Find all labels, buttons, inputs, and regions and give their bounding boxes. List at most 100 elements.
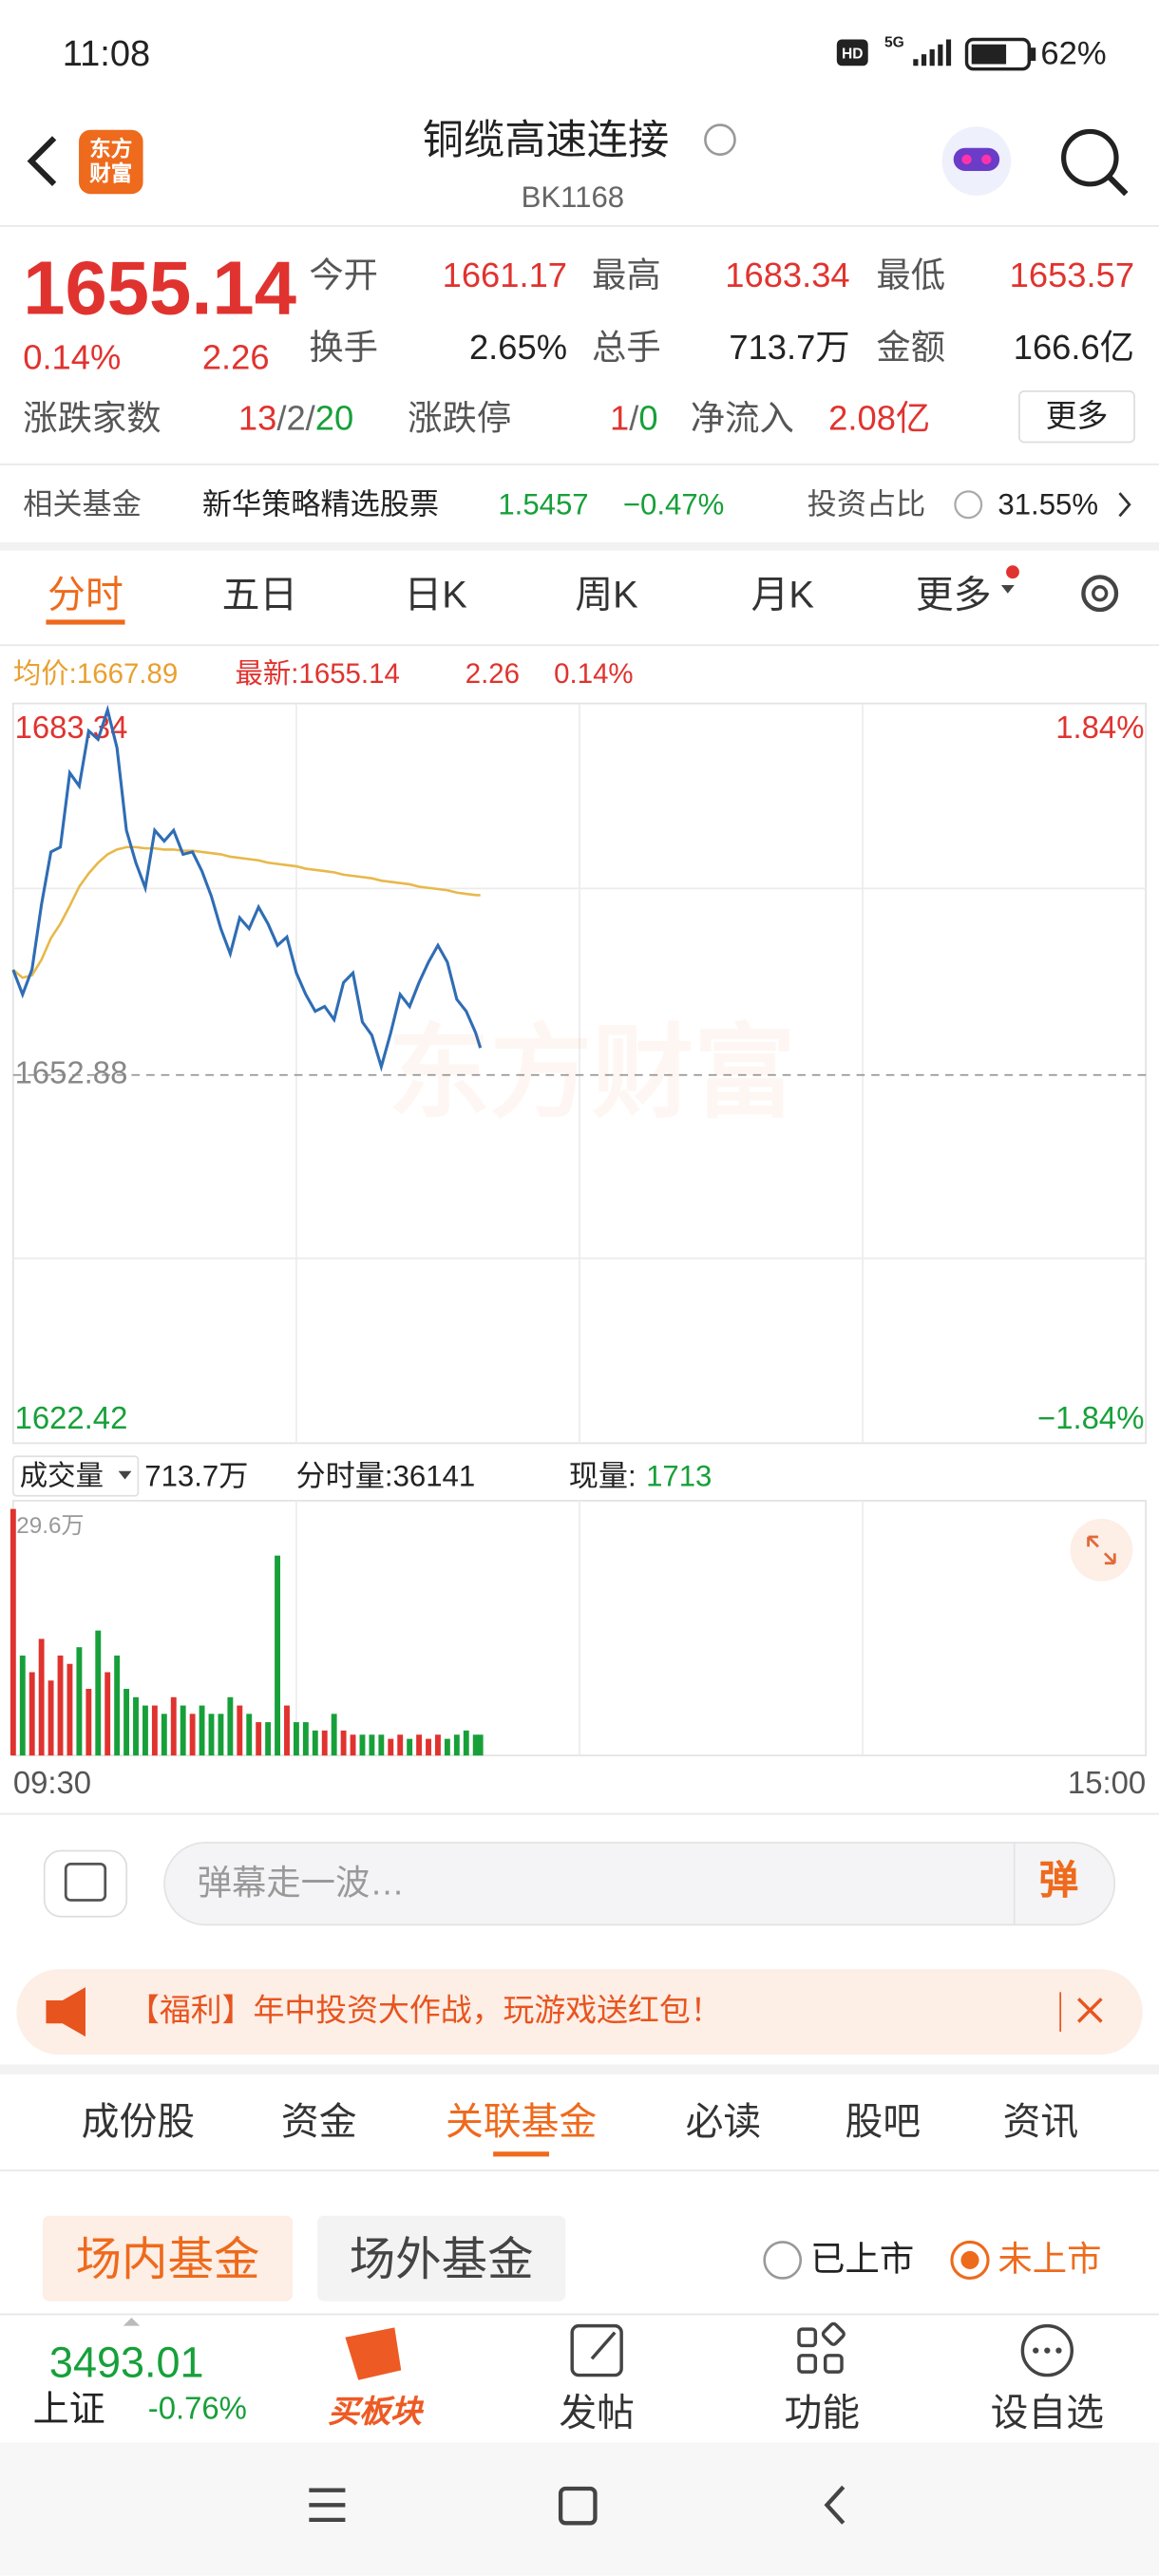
- field-label: 最高: [591, 256, 661, 295]
- battery: 62%: [1040, 36, 1107, 73]
- field-label: 换手: [309, 329, 379, 368]
- divider: [0, 464, 1159, 465]
- separator: /: [276, 400, 287, 439]
- volume-total: 713.7万: [144, 1459, 249, 1493]
- nav-item[interactable]: 设自选: [990, 2391, 1105, 2434]
- limit: 1/0: [610, 402, 658, 436]
- volume-bar: [265, 1722, 272, 1756]
- volume-bar: [151, 1705, 158, 1756]
- index-change[interactable]: -0.76%: [147, 2392, 247, 2428]
- volume-bar: [124, 1689, 130, 1756]
- latest-change: 2.26: [465, 658, 521, 690]
- chart-tab[interactable]: 分时: [48, 573, 124, 616]
- fund-name[interactable]: 新华策略精选股票: [201, 487, 440, 521]
- change-pct: 0.14%: [23, 339, 122, 378]
- clock: 11:08: [62, 32, 151, 74]
- volume-bar: [237, 1705, 243, 1756]
- radio[interactable]: [950, 2240, 990, 2281]
- section-tab[interactable]: 成份股: [81, 2099, 196, 2143]
- y-tick-label: 1652.88: [15, 1054, 128, 1089]
- volume-bar: [331, 1714, 337, 1756]
- chart-tab[interactable]: 更多: [915, 573, 992, 616]
- volume-bar: [444, 1738, 450, 1756]
- app-logo: [79, 129, 143, 195]
- section-tab[interactable]: 必读: [685, 2099, 762, 2143]
- listed-label[interactable]: 已上市: [810, 2241, 915, 2280]
- field-value: 1661.17: [442, 256, 568, 295]
- volume-bar: [416, 1734, 423, 1756]
- volume-bar: [321, 1730, 328, 1756]
- index-value[interactable]: 3493.01: [48, 2337, 204, 2387]
- watermark: 东方财富: [388, 1017, 796, 1131]
- nav-item[interactable]: 买板块: [328, 2396, 422, 2431]
- volume-label[interactable]: 成交量: [19, 1460, 104, 1492]
- volume-bar: [189, 1714, 196, 1756]
- volume-bar: [312, 1730, 318, 1756]
- back-icon[interactable]: [27, 136, 57, 186]
- now-label: 现量:: [568, 1459, 636, 1493]
- volume-bar: [472, 1734, 479, 1756]
- field-value: 1653.57: [1009, 256, 1135, 295]
- volume-bar: [378, 1734, 385, 1756]
- danmaku-button[interactable]: 弹: [1038, 1859, 1079, 1904]
- unlisted-label[interactable]: 未上市: [998, 2241, 1102, 2280]
- danmaku-icon[interactable]: [43, 1849, 128, 1918]
- tick-volume: 分时量:36141: [295, 1459, 476, 1493]
- more-label[interactable]: 更多: [1045, 400, 1109, 435]
- y-tick-label: 29.6万: [16, 1513, 84, 1539]
- volume-bar: [170, 1696, 177, 1756]
- volume-bar: [246, 1714, 253, 1756]
- offsite-label[interactable]: 场外基金: [349, 2233, 534, 2285]
- fund-label: 相关基金: [23, 487, 142, 521]
- section-tab[interactable]: 股吧: [845, 2099, 922, 2143]
- banner-text[interactable]: 【福利】年中投资大作战，玩游戏送红包！: [127, 1994, 722, 2030]
- x-tick-label: 15:00: [1068, 1765, 1146, 1800]
- volume-bar: [66, 1663, 73, 1756]
- nav-item[interactable]: 发帖: [559, 2391, 635, 2434]
- search-icon[interactable]: [1061, 128, 1119, 187]
- settings-icon[interactable]: [1081, 575, 1119, 613]
- danmaku-placeholder[interactable]: 弹幕走一波…: [197, 1865, 405, 1904]
- fund-change: −0.47%: [622, 487, 725, 521]
- nav-item[interactable]: 功能: [784, 2391, 861, 2434]
- volume-bar: [477, 1734, 484, 1756]
- volume-bar: [397, 1734, 404, 1756]
- price-line: [11, 704, 483, 1072]
- section-tab[interactable]: 资金: [280, 2099, 357, 2143]
- hd-badge: HD: [842, 45, 864, 62]
- radio[interactable]: [763, 2241, 803, 2280]
- danmaku-input[interactable]: [163, 1842, 1116, 1926]
- volume-bar: [284, 1705, 290, 1756]
- volume-bar: [208, 1714, 215, 1756]
- more-button[interactable]: [1018, 389, 1135, 444]
- chart-tab[interactable]: 月K: [750, 573, 814, 616]
- chart-tab[interactable]: 五日: [221, 573, 298, 616]
- chart-tab[interactable]: 日K: [404, 573, 467, 616]
- count: 1: [610, 400, 630, 439]
- volume-bar: [133, 1696, 139, 1756]
- field-value: 166.6亿: [1013, 329, 1135, 368]
- field-label: 总手: [591, 329, 661, 368]
- volume-bar: [256, 1722, 262, 1756]
- offsite-tab[interactable]: [316, 2215, 566, 2301]
- index-name[interactable]: 上证: [32, 2388, 105, 2430]
- volume-bar: [199, 1705, 205, 1756]
- expand-button[interactable]: [1070, 1518, 1133, 1582]
- y-tick-label: 1622.42: [15, 1400, 128, 1435]
- net-inflow: 2.08亿: [828, 400, 931, 439]
- onsite-tab[interactable]: [42, 2215, 294, 2301]
- volume-bar: [48, 1680, 54, 1756]
- divider: [0, 225, 1159, 227]
- section-tab[interactable]: 资讯: [1002, 2099, 1079, 2143]
- section-tab[interactable]: 关联基金: [445, 2099, 598, 2143]
- logo-text: 东方财富: [89, 136, 133, 186]
- chart-tab[interactable]: 周K: [575, 573, 638, 616]
- separator: /: [305, 400, 315, 439]
- volume-bar: [359, 1734, 366, 1756]
- promo-banner[interactable]: [16, 1969, 1143, 2055]
- onsite-label[interactable]: 场内基金: [75, 2233, 260, 2285]
- volume-bar: [340, 1730, 347, 1756]
- now-volume: 1713: [646, 1459, 712, 1493]
